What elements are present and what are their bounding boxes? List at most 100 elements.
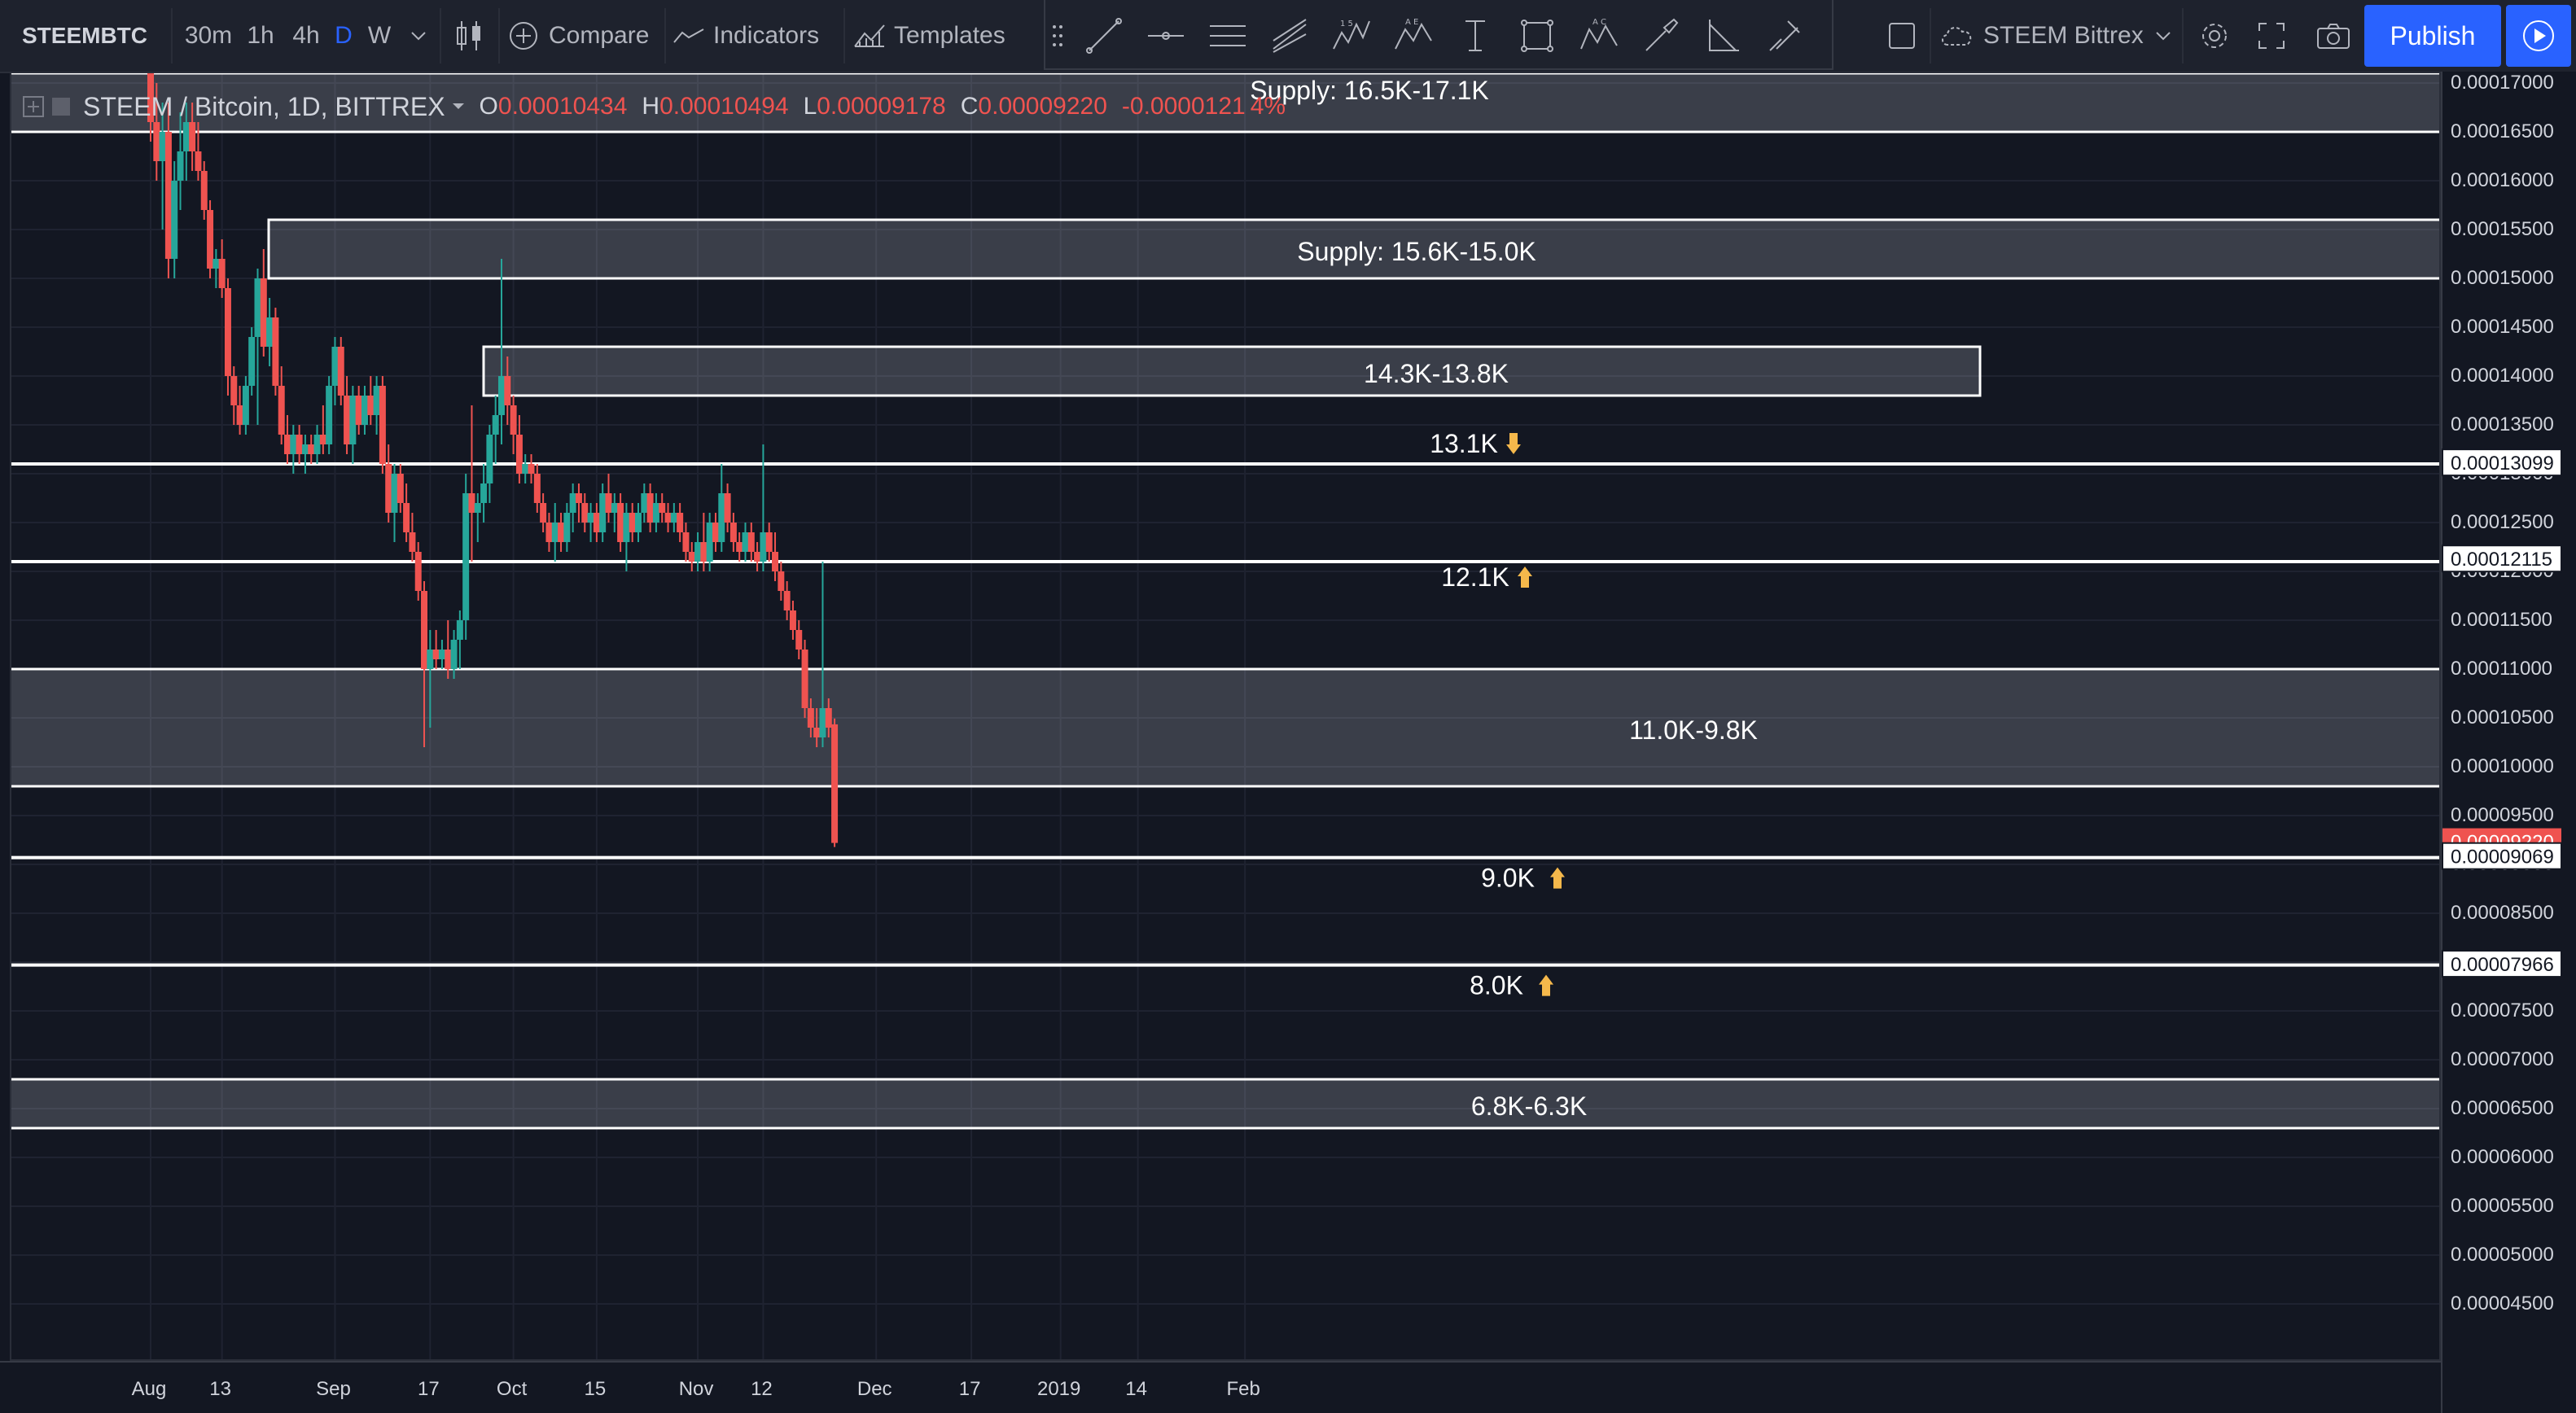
candle-body <box>355 396 362 425</box>
price-tick-label: 0.00007500 <box>2451 1000 2554 1021</box>
price-tick-label: 0.00009500 <box>2451 804 2554 826</box>
time-tick-label: Oct <box>497 1378 528 1400</box>
candle-body <box>349 396 357 444</box>
expand-plus-icon[interactable] <box>23 96 44 117</box>
price-marker-box <box>2442 950 2562 978</box>
svg-text:1 5: 1 5 <box>1340 20 1353 28</box>
candle-body <box>533 474 541 503</box>
series-title[interactable]: STEEM / Bitcoin, 1D, BITTREX <box>83 91 445 121</box>
time-scale[interactable]: Aug 13 Sep 17 Oct 15 Nov 12 Dec 17 2019 14 Feb <box>0 1361 2441 1413</box>
candle-body <box>326 386 333 444</box>
layout-menu[interactable]: STEEM Bittrex <box>1939 0 2175 72</box>
pitchfork-icon[interactable] <box>1260 11 1319 60</box>
compare-label: Compare <box>549 22 650 49</box>
interval-1d[interactable]: D <box>335 22 353 49</box>
candle-body <box>218 259 226 288</box>
price-tick-label: 0.00005000 <box>2451 1244 2554 1266</box>
candle-body <box>605 493 612 513</box>
zone-label: Supply: 15.6K-15.0K <box>1297 237 1536 266</box>
candle-body <box>361 396 368 425</box>
layout-chevron-down-icon <box>2155 31 2171 41</box>
measure-tool-icon[interactable] <box>1693 11 1752 60</box>
pointing-down-icon <box>1506 433 1521 454</box>
interval-30m[interactable]: 30m <box>184 22 233 49</box>
candle-body <box>486 435 493 483</box>
candle-body <box>641 493 648 513</box>
camera-snapshot-icon[interactable] <box>2309 0 2358 72</box>
fullscreen-icon[interactable] <box>2247 0 2296 72</box>
time-tick-label: 15 <box>585 1378 607 1400</box>
parallel-channel-icon[interactable] <box>1198 11 1257 60</box>
publish-button[interactable]: Publish <box>2364 5 2501 67</box>
text-tool-icon[interactable] <box>1446 11 1505 60</box>
candle-body <box>813 728 821 737</box>
candle-body <box>391 474 398 513</box>
candle-body <box>664 513 672 523</box>
candle-body <box>462 493 470 620</box>
open-value: 0.00010434 <box>497 93 628 120</box>
series-dropdown-icon[interactable] <box>452 103 465 111</box>
candle-style-icon[interactable] <box>446 0 492 72</box>
price-scale[interactable]: 0.00017000 0.00016500 0.00016000 0.00015500… <box>2441 72 2576 1413</box>
candle-body <box>438 650 445 659</box>
candle-body <box>754 552 761 562</box>
candle-body <box>468 493 475 513</box>
price-marker-label: 0.00012115 <box>2451 549 2552 571</box>
select-box-icon[interactable] <box>1879 0 1925 72</box>
interval-1w[interactable]: W <box>367 22 392 49</box>
zone-rect <box>11 667 2439 788</box>
candle-body <box>677 513 684 532</box>
level-label: 9.0K <box>1481 864 1535 893</box>
elliott-wave-icon[interactable]: 1 5 <box>1322 11 1381 60</box>
horizontal-ray-icon[interactable] <box>1137 11 1195 60</box>
abcd-pattern-icon[interactable]: A E <box>1384 11 1443 60</box>
time-tick-label: 17 <box>418 1378 440 1400</box>
trend-line-icon[interactable] <box>1075 11 1133 60</box>
close-value: 0.00009220 <box>978 93 1107 120</box>
price-tick-label: 0.00011500 <box>2451 609 2552 631</box>
chart-pane[interactable]: Supply: 16.5K-17.1K Supply: 15.6K-15.0K 14… <box>10 72 2441 1361</box>
hide-series-icon[interactable] <box>52 98 70 116</box>
candle-body <box>504 376 511 405</box>
candle-body <box>331 347 339 386</box>
interval-dropdown-chevron-icon[interactable] <box>402 0 435 72</box>
interval-1h[interactable]: 1h <box>247 22 274 49</box>
candle-body <box>558 523 565 542</box>
low-value: 0.00009178 <box>817 93 946 120</box>
drag-handle-icon[interactable] <box>1045 11 1070 60</box>
candle-body <box>635 513 642 532</box>
magnet-icon[interactable] <box>1755 11 1814 60</box>
symbol-search[interactable]: STEEMBTC <box>22 23 147 48</box>
candle-body <box>159 132 166 161</box>
play-circle-icon[interactable] <box>2506 5 2571 67</box>
candle-body <box>795 630 803 650</box>
price-tick-label: 0.00004500 <box>2451 1293 2554 1315</box>
xabcd-pattern-icon[interactable]: A C <box>1570 11 1628 60</box>
indicators-icon <box>672 26 705 46</box>
candle-body <box>207 210 214 269</box>
candle-body <box>414 552 422 591</box>
candle-body <box>212 259 220 269</box>
candle-body <box>189 122 196 151</box>
indicators-button[interactable]: Indicators <box>672 0 843 72</box>
candle-body <box>718 493 725 542</box>
price-chart[interactable]: Supply: 16.5K-17.1K Supply: 15.6K-15.0K 14… <box>10 72 2441 1361</box>
candle-body <box>319 435 326 444</box>
candle-body <box>200 171 208 210</box>
interval-4h[interactable]: 4h <box>292 22 320 49</box>
price-tick-label: 0.00015000 <box>2451 267 2554 289</box>
price-marker-label: 0.00013099 <box>2451 453 2554 475</box>
rectangle-tool-icon[interactable] <box>1508 11 1566 60</box>
toolbar-separator <box>171 8 173 63</box>
candle-body <box>480 483 488 503</box>
settings-gear-icon[interactable] <box>2190 0 2239 72</box>
candle-body <box>652 503 659 523</box>
candle-body <box>254 278 261 337</box>
price-marker-box <box>2442 545 2562 573</box>
templates-button[interactable]: Templates <box>853 0 1008 72</box>
compare-button[interactable]: Compare <box>508 0 655 72</box>
candle-body <box>421 591 428 669</box>
candle-body <box>760 532 767 562</box>
zone-rect <box>267 218 2439 280</box>
brush-tool-icon[interactable] <box>1632 11 1690 60</box>
